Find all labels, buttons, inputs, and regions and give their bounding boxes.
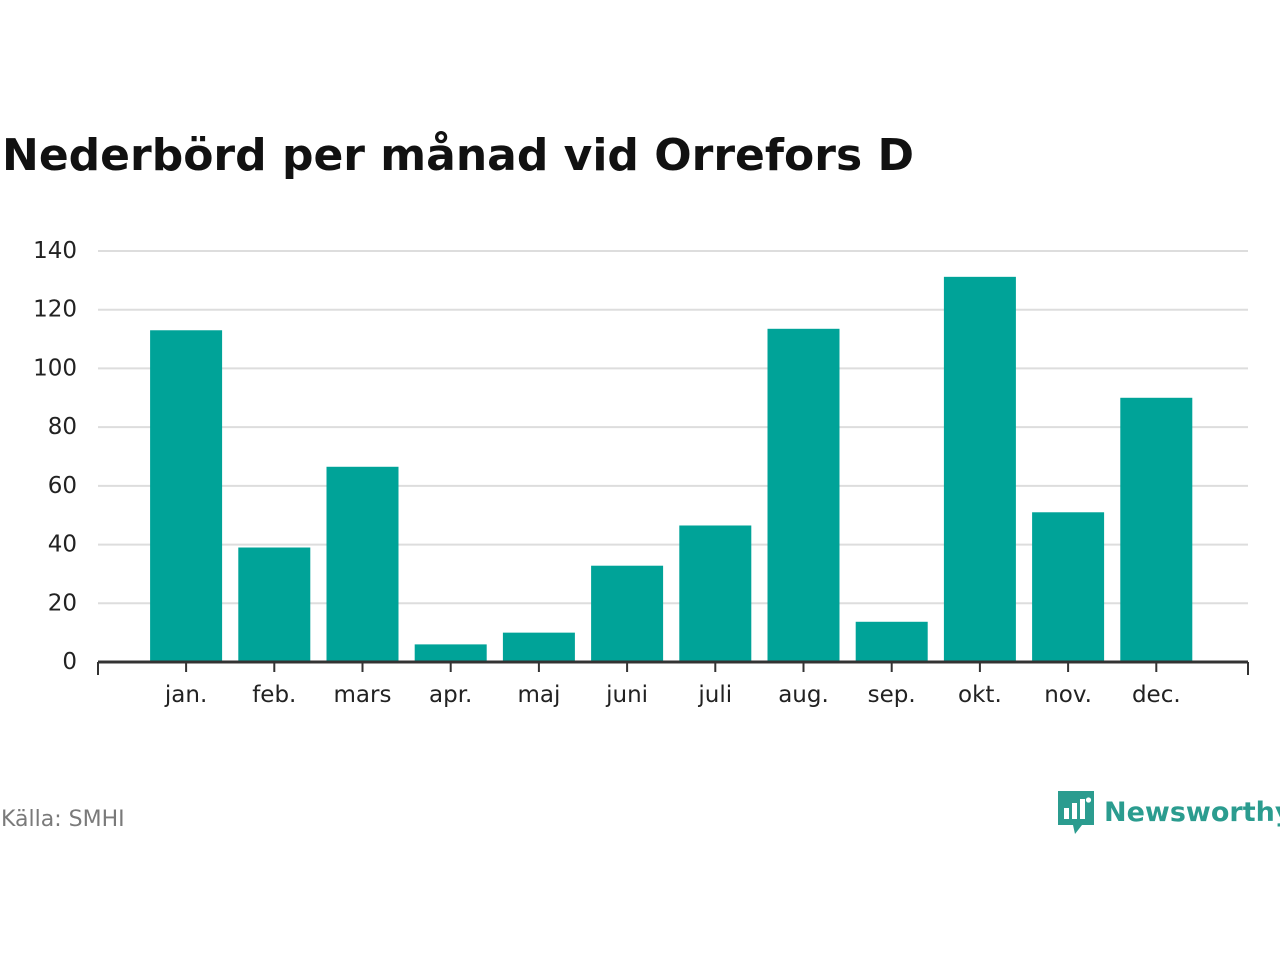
y-tick-label: 60: [48, 473, 77, 499]
x-axis-tick-labels: jan. feb. mars apr. maj juni juli aug. sep. okt. n…: [164, 682, 1181, 708]
x-tick-label: aug.: [778, 682, 829, 708]
y-tick-label: 100: [33, 355, 77, 381]
x-tick-label: apr.: [429, 682, 472, 708]
x-tick-label: jan.: [164, 682, 207, 708]
bar-okt: [943, 276, 1016, 662]
bar-apr: [414, 644, 487, 662]
y-tick-label: 0: [62, 649, 77, 675]
x-tick-label: juni: [605, 682, 648, 708]
brand-name: Newsworthy: [1104, 797, 1280, 828]
y-axis-tick-labels: 0 20 40 60 80 100 120 140: [33, 238, 77, 675]
x-tick-label: maj: [517, 682, 560, 708]
newsworthy-logo-icon: [1058, 791, 1094, 834]
bar-maj: [502, 632, 575, 662]
y-tick-label: 120: [33, 297, 77, 323]
y-tick-label: 20: [48, 590, 77, 616]
x-tick-label: mars: [334, 682, 392, 708]
bar-mars: [326, 466, 399, 662]
source-note: Källa: SMHI: [1, 807, 125, 832]
x-tick-label: feb.: [252, 682, 296, 708]
x-axis: [97, 660, 1249, 675]
x-tick-label: nov.: [1044, 682, 1092, 708]
y-tick-label: 40: [48, 532, 77, 558]
x-tick-label: sep.: [868, 682, 916, 708]
bar-sep: [855, 621, 928, 662]
y-tick-label: 80: [48, 414, 77, 440]
bar-dec: [1120, 397, 1193, 662]
x-tick-label: okt.: [958, 682, 1002, 708]
bar-aug: [767, 328, 840, 662]
bar-juli: [679, 525, 752, 662]
bar-feb: [238, 547, 311, 662]
bars: [150, 276, 1193, 662]
x-tick-label: dec.: [1132, 682, 1181, 708]
x-tick-label: juli: [697, 682, 732, 708]
chart-title: Nederbörd per månad vid Orrefors D: [2, 130, 914, 181]
y-tick-label: 140: [33, 238, 77, 264]
bar-jan: [150, 330, 223, 662]
bar-juni: [591, 565, 664, 662]
brand-logo[interactable]: Newsworthy: [1058, 791, 1280, 835]
bar-nov: [1032, 512, 1105, 662]
